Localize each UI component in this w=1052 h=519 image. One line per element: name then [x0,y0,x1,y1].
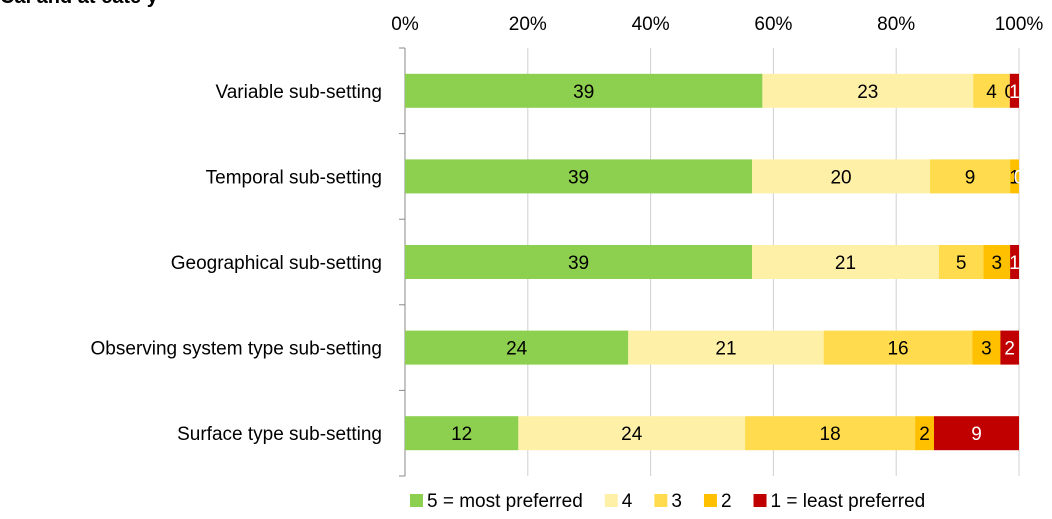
data-label: 23 [857,82,878,103]
data-label: 39 [573,82,594,103]
bar-segment [628,330,824,365]
bar-segment [752,245,939,279]
data-label: 20 [830,167,851,188]
legend-swatch [753,494,767,507]
data-label: 1 [1009,253,1020,274]
x-tick-label: 0% [391,14,419,35]
bar-segment [1010,245,1019,279]
data-label: 3 [981,339,992,360]
legend-label: 4 [622,491,633,512]
legend-swatch [604,494,618,507]
bar-segment [823,330,973,365]
bar-segment [972,330,1001,365]
bar-segment [933,416,1019,451]
bar-segment [973,73,1010,108]
data-label: 24 [506,339,528,360]
bar-segment [930,159,1011,194]
bar-segment [915,416,934,451]
bar-segment [518,416,746,451]
data-label: 16 [887,339,908,360]
x-tick-label: 80% [877,14,915,35]
category-label: Surface type sub-setting [177,424,382,445]
data-label: 24 [621,424,643,445]
bar-segment [405,159,753,194]
data-label: 12 [451,424,472,445]
data-label: 5 [956,253,967,274]
category-label: Observing system type sub-setting [91,339,382,360]
legend-swatch [654,494,668,507]
bar-segment [938,245,984,279]
bar-segment [1009,73,1019,108]
data-label: 18 [820,424,841,445]
x-tick-label: 20% [509,14,547,35]
data-label: 9 [965,167,976,188]
category-label: Variable sub-setting [215,82,382,103]
x-tick-label: 60% [754,14,792,35]
chart-title-fragment: Cal and at cate y [0,0,158,9]
data-label: 1 [1009,82,1020,103]
bar-segment [983,245,1011,279]
data-label: 2 [919,424,930,445]
bar-segment [762,73,974,108]
legend-label: 2 [721,491,732,512]
data-label: 21 [715,339,736,360]
x-tick-label: 100% [995,14,1044,35]
bar-segment [405,73,763,108]
bar-segment [1010,159,1019,194]
legend-label: 1 = least preferred [771,491,926,512]
legend-swatch [703,494,717,507]
x-tick-label: 40% [632,14,670,35]
bar-segment [405,245,753,279]
data-label: 3 [991,253,1002,274]
legend-swatch [410,494,423,507]
data-label: 21 [835,253,856,274]
bar-segment [745,416,916,451]
data-label: 2 [1004,339,1015,360]
category-label: Temporal sub-setting [206,167,382,188]
data-label: 0 [1014,167,1025,188]
data-label: 39 [568,167,589,188]
data-label: 39 [568,253,589,274]
bar-segment [405,416,519,451]
bar-segment [405,330,629,365]
bar-segment [752,159,931,194]
data-label: 1 [1009,167,1020,188]
legend-label: 5 = most preferred [427,491,583,512]
bar-segment [1000,330,1019,365]
category-label: Geographical sub-setting [171,253,382,274]
legend-label: 3 [671,491,682,512]
data-label: 9 [971,424,982,445]
data-label: 4 [986,82,997,103]
